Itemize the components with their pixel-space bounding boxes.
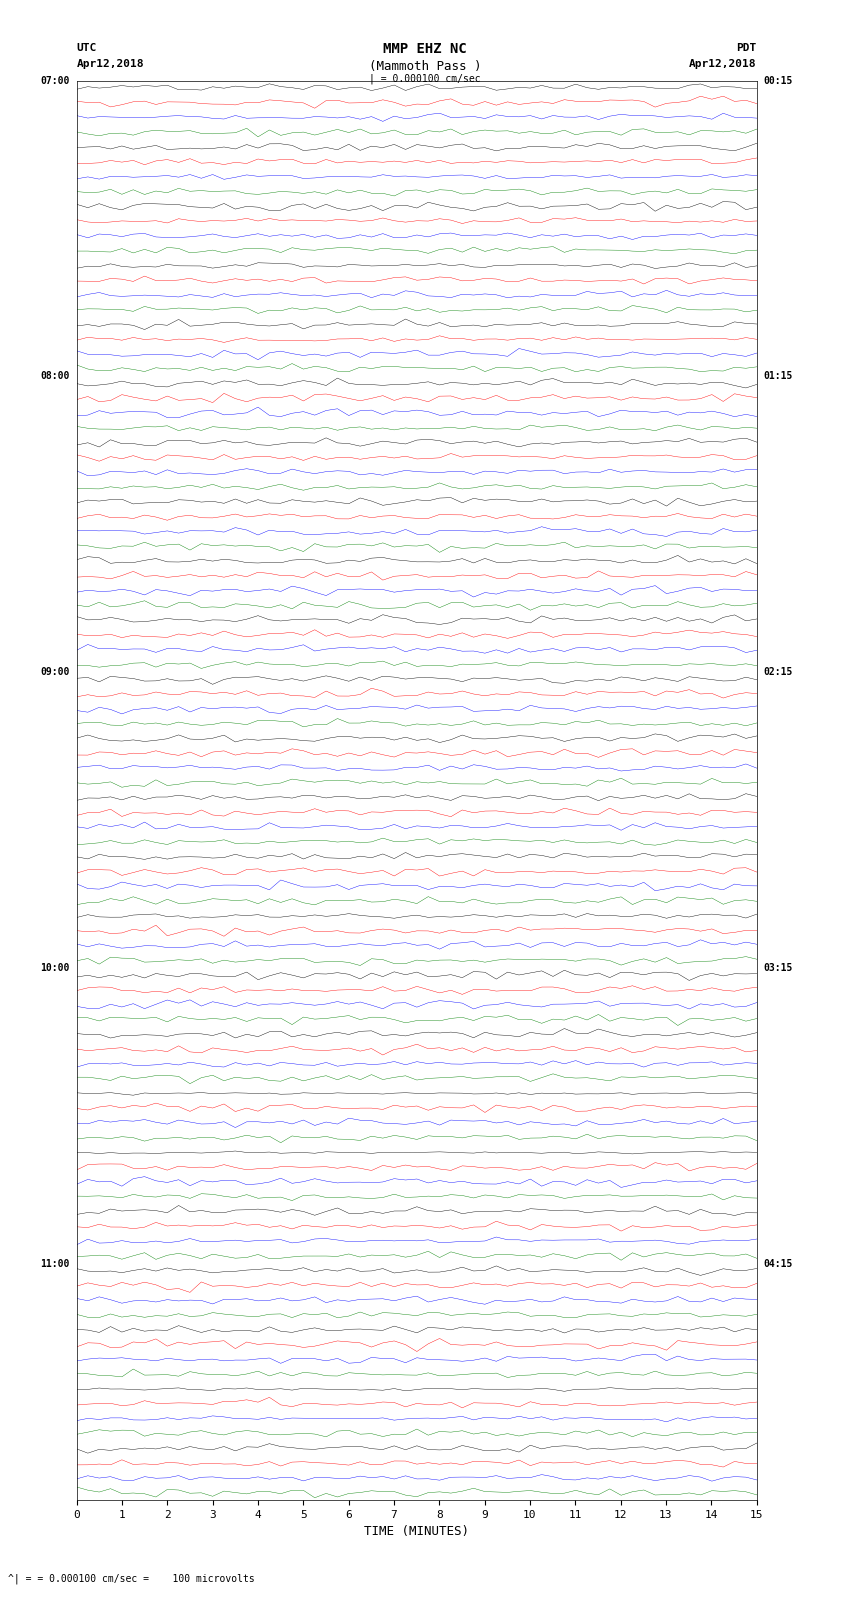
Text: | = 0.000100 cm/sec: | = 0.000100 cm/sec xyxy=(369,73,481,84)
Text: 02:15: 02:15 xyxy=(763,668,793,677)
Text: ^| = = 0.000100 cm/sec =    100 microvolts: ^| = = 0.000100 cm/sec = 100 microvolts xyxy=(8,1573,255,1584)
Text: 11:00: 11:00 xyxy=(40,1258,70,1268)
Text: 10:00: 10:00 xyxy=(40,963,70,973)
Text: 09:00: 09:00 xyxy=(40,668,70,677)
Text: 00:15: 00:15 xyxy=(763,76,793,85)
X-axis label: TIME (MINUTES): TIME (MINUTES) xyxy=(364,1526,469,1539)
Text: MMP EHZ NC: MMP EHZ NC xyxy=(383,42,467,56)
Text: UTC: UTC xyxy=(76,44,97,53)
Text: 08:00: 08:00 xyxy=(40,371,70,381)
Text: 07:00: 07:00 xyxy=(40,76,70,85)
Text: Apr12,2018: Apr12,2018 xyxy=(76,60,144,69)
Text: Apr12,2018: Apr12,2018 xyxy=(689,60,756,69)
Text: 01:15: 01:15 xyxy=(763,371,793,381)
Text: 04:15: 04:15 xyxy=(763,1258,793,1268)
Text: (Mammoth Pass ): (Mammoth Pass ) xyxy=(369,60,481,73)
Text: PDT: PDT xyxy=(736,44,756,53)
Text: 03:15: 03:15 xyxy=(763,963,793,973)
